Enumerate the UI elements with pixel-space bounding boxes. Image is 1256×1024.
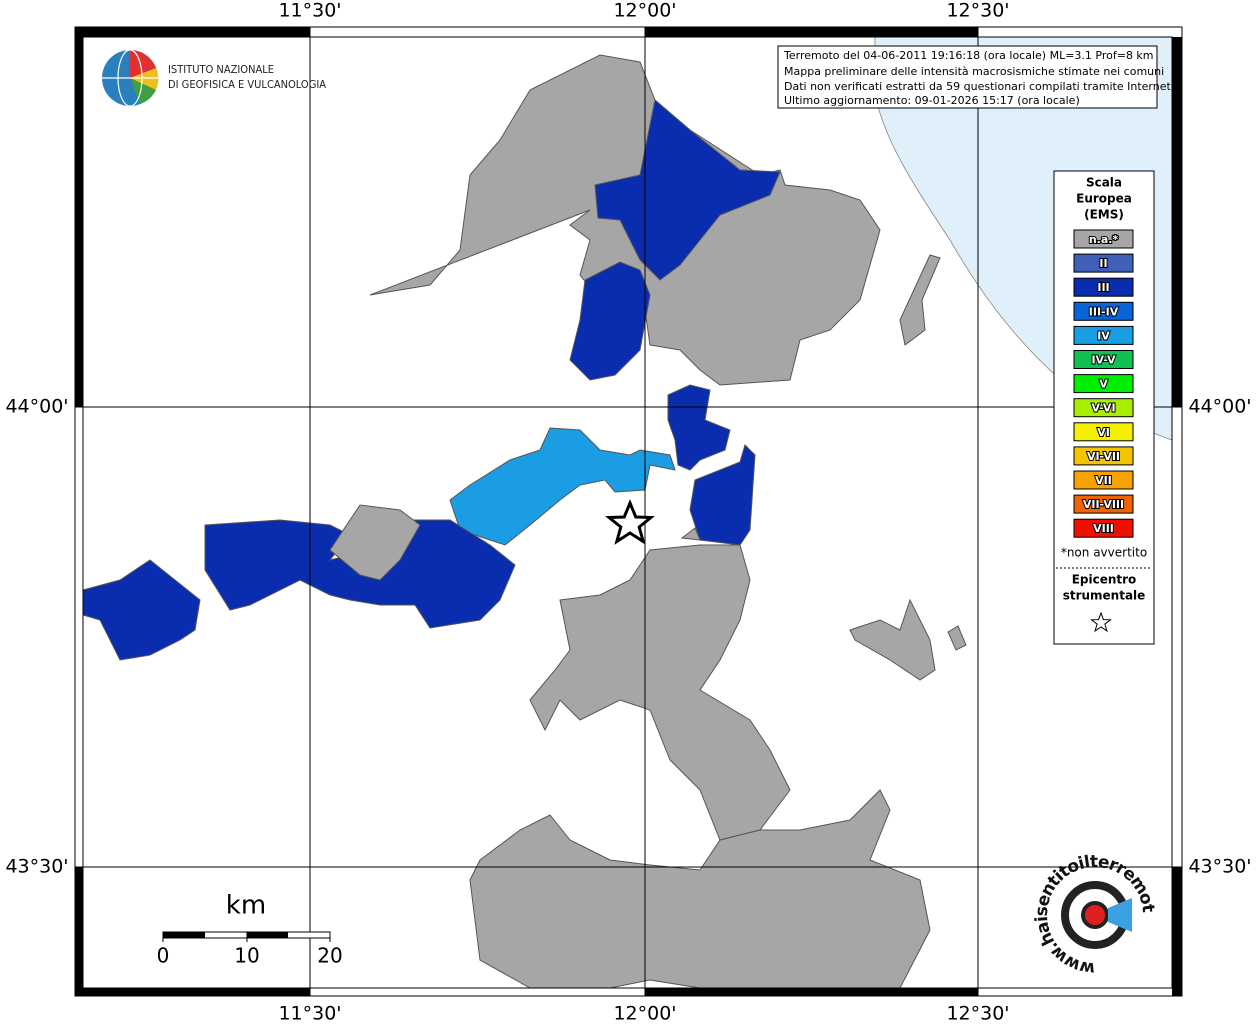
- legend-label: III: [1097, 281, 1109, 294]
- region: [899, 254, 941, 346]
- logo-text: DI GEOFISICA E VULCANOLOGIA: [168, 78, 326, 91]
- legend-label: II: [1099, 257, 1107, 270]
- legend-label: VII-VIII: [1083, 498, 1124, 511]
- scale-label: 20: [317, 944, 342, 968]
- scale-segment: [247, 932, 288, 938]
- frame: [74, 26, 1183, 997]
- scale-unit: km: [226, 891, 266, 921]
- x-tick-label: 11°30': [278, 1003, 341, 1024]
- legend-swatch: [1073, 518, 1134, 538]
- legend-title: (EMS): [1084, 208, 1124, 222]
- legend-swatch: [1073, 277, 1134, 297]
- x-tick-label: 12°00': [613, 1003, 676, 1024]
- region: [849, 598, 936, 681]
- regions: [82, 54, 967, 989]
- epicenter: [605, 499, 655, 545]
- y-tick-label: 43°30': [1188, 856, 1251, 878]
- legend-swatch: [1073, 494, 1134, 514]
- region: [594, 99, 781, 281]
- legend-star: [1090, 611, 1112, 633]
- legend-swatch: [1073, 422, 1134, 442]
- legend-label: VII: [1095, 474, 1112, 487]
- legend-swatch: [1073, 350, 1134, 369]
- legend-swatch: [1073, 229, 1134, 249]
- y-tick-label: 44°00': [1188, 396, 1251, 418]
- logo-wedge: [130, 68, 159, 90]
- region: [569, 261, 651, 381]
- region: [667, 384, 731, 471]
- scale-label: 10: [234, 944, 259, 968]
- frame-band: [75, 27, 310, 37]
- frame-band: [83, 988, 310, 996]
- legend-note: *non avvertito: [1061, 546, 1147, 560]
- frame-border: [74, 26, 1183, 997]
- logo-text: ISTITUTO NAZIONALE: [168, 63, 274, 76]
- frame-band: [645, 988, 978, 996]
- x-tick-label: 12°00': [613, 0, 676, 22]
- legend: Scala Europea (EMS) *non avvertito Epice…: [1053, 170, 1155, 645]
- legend-swatch: [1073, 446, 1134, 466]
- legend-swatch: [1073, 253, 1134, 273]
- legend-swatch: [1073, 374, 1134, 394]
- region: [329, 504, 421, 581]
- frame-band: [1172, 867, 1182, 996]
- legend-title: Europea: [1076, 192, 1132, 206]
- graticule: [75, 27, 1182, 996]
- x-tick-label: 12°30': [946, 0, 1009, 22]
- ingv-logo: ISTITUTO NAZIONALE DI GEOFISICA E VULCAN…: [102, 49, 326, 107]
- info-line: Terremoto del 04-06-2011 19:16:18 (ora l…: [783, 49, 1154, 62]
- legend-label: VI: [1097, 426, 1110, 439]
- legend-label: IV-V: [1091, 354, 1116, 367]
- info-line: Dati non verificati estratti da 59 quest…: [784, 80, 1174, 93]
- x-tick-label: 12°30': [946, 1003, 1009, 1024]
- legend-label: IV: [1097, 329, 1110, 342]
- region: [529, 544, 791, 841]
- legend-label: V-VI: [1091, 402, 1115, 415]
- logo-wedge: [130, 50, 156, 78]
- x-tick-label: 11°30': [278, 0, 341, 22]
- scale-label: 0: [157, 944, 170, 968]
- legend-label: VIII: [1093, 522, 1114, 535]
- region: [82, 559, 201, 661]
- region: [680, 527, 701, 541]
- frame-inner: [82, 36, 1173, 989]
- legend-swatch: [1073, 301, 1134, 321]
- info-line: Mappa preliminare delle intensità macros…: [784, 65, 1164, 78]
- site-logo-wave: [1108, 898, 1132, 932]
- frame-band: [75, 27, 83, 407]
- region: [449, 427, 676, 546]
- legend-epicenter: strumentale: [1063, 589, 1146, 603]
- logo-wedge: [130, 78, 156, 104]
- info-frame: [777, 45, 1158, 109]
- scale-segment: [163, 932, 205, 938]
- legend-title: Scala: [1086, 176, 1122, 190]
- legend-swatch: [1073, 325, 1134, 345]
- frame-band: [645, 27, 978, 37]
- legend-epicenter: Epicentro: [1072, 573, 1137, 587]
- legend-swatch: [1073, 470, 1134, 490]
- frame-band: [1172, 37, 1182, 407]
- scale-bar: km 0 10 20: [157, 891, 343, 968]
- info-line: Ultimo aggiornamento: 09-01-2026 15:17 (…: [784, 94, 1080, 107]
- legend-swatch: [1073, 398, 1134, 418]
- y-tick-label: 43°30': [5, 856, 68, 878]
- legend-label: V: [1099, 378, 1108, 391]
- frame-band: [75, 867, 83, 996]
- legend-label: III-IV: [1089, 305, 1119, 318]
- legend-label: n.a.*: [1089, 233, 1119, 246]
- tick-labels: 11°30' 12°00' 12°30' 11°30' 12°00' 12°30…: [5, 0, 1251, 1024]
- legend-label: VI-VII: [1087, 450, 1120, 463]
- region: [689, 444, 756, 546]
- site-logo-center: [1081, 901, 1109, 929]
- info-box: Terremoto del 04-06-2011 19:16:18 (ora l…: [777, 45, 1174, 109]
- region: [947, 625, 967, 651]
- y-tick-label: 44°00': [5, 396, 68, 418]
